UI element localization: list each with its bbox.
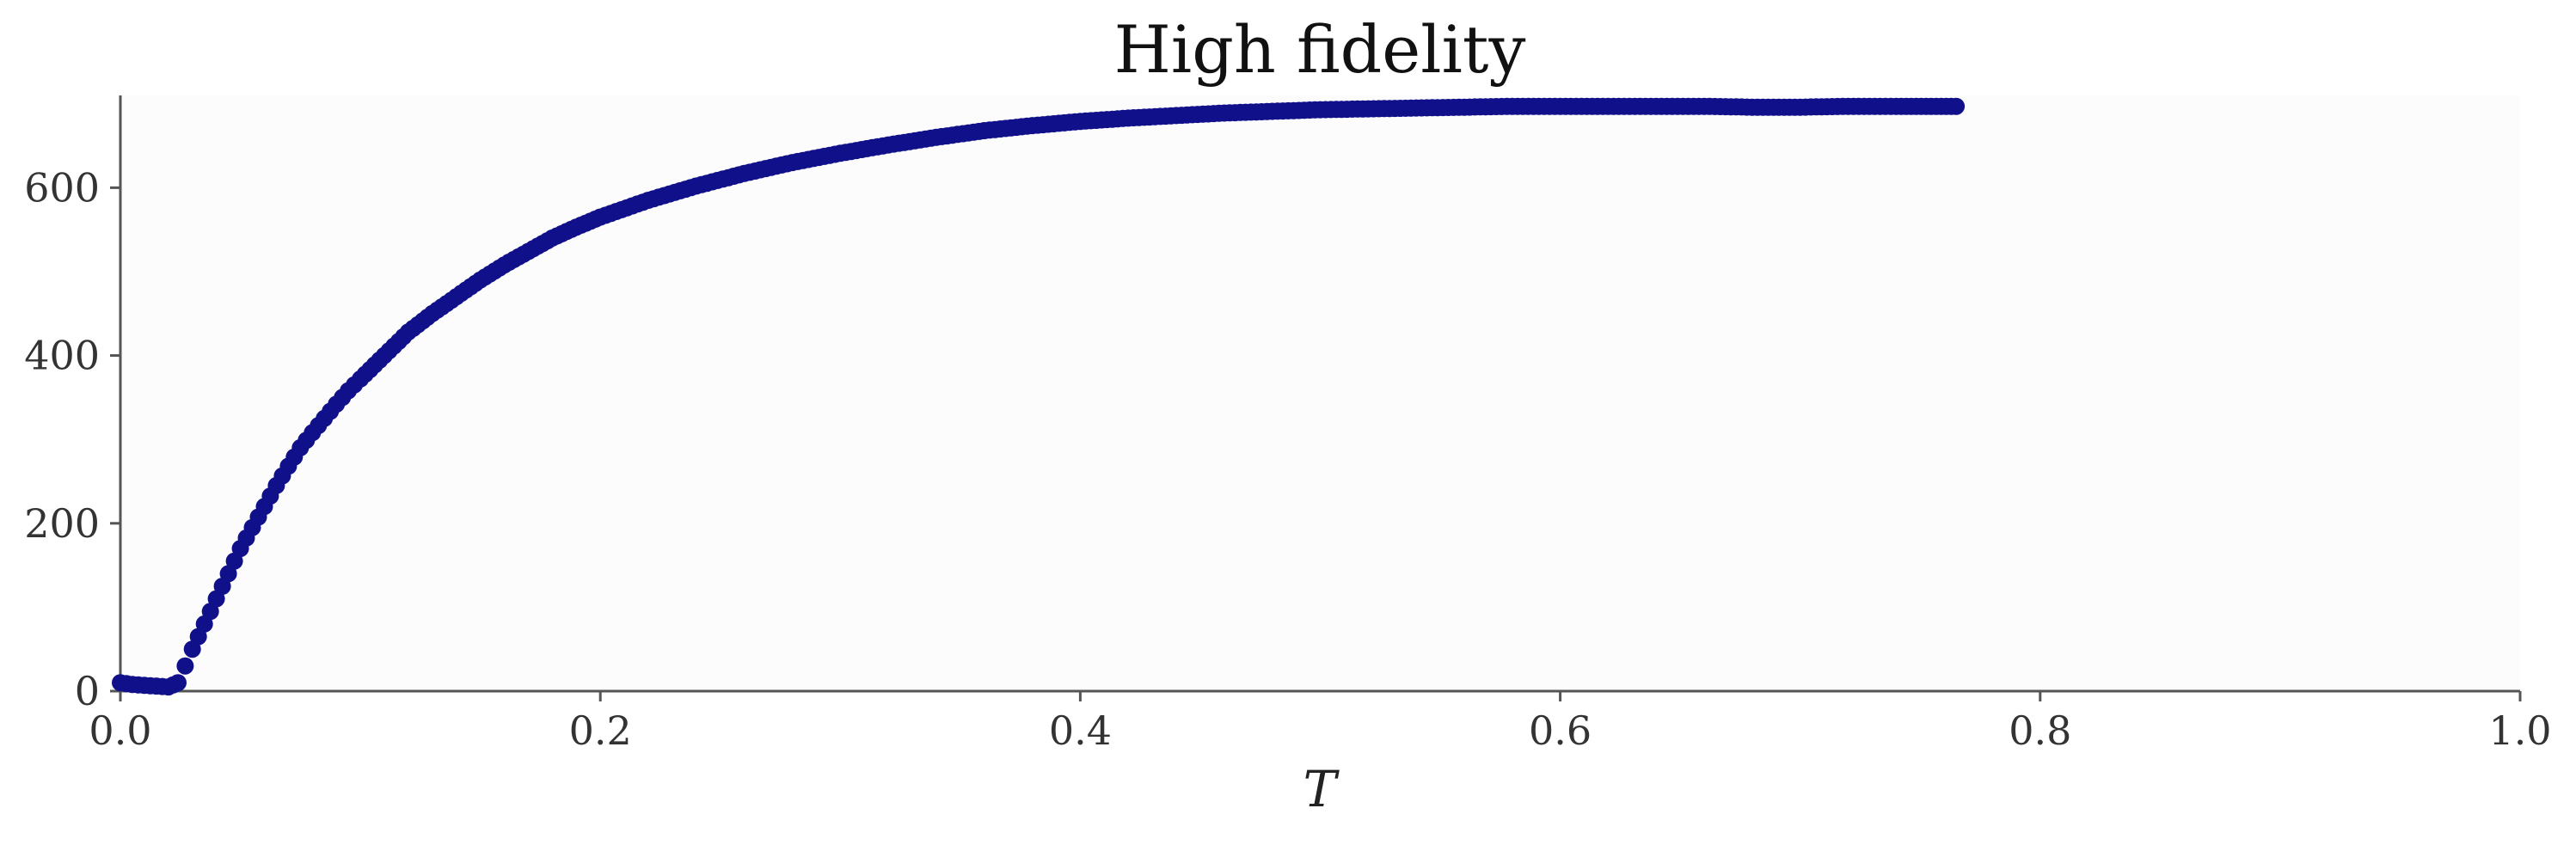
y-tick-label: 0: [75, 668, 100, 714]
x-tick-label: 0.8: [2009, 707, 2071, 754]
x-tick-label: 0.0: [89, 707, 151, 754]
y-tick-label: 400: [24, 333, 100, 379]
data-point: [169, 674, 187, 692]
x-tick-label: 0.6: [1529, 707, 1592, 754]
x-axis-label: T: [1303, 760, 1340, 818]
y-tick-label: 200: [24, 500, 100, 547]
data-point: [1947, 97, 1966, 115]
plot-area: [120, 95, 2520, 691]
chart-title: High fidelity: [1114, 11, 1526, 88]
x-tick-label: 0.2: [569, 707, 632, 754]
data-point: [176, 657, 194, 675]
data-points: [112, 97, 1966, 696]
y-tick-label: 600: [24, 164, 100, 211]
x-tick-label: 0.4: [1049, 707, 1112, 754]
x-axis-ticks: 0.0 0.2 0.4 0.6 0.8 1.0: [89, 691, 2552, 754]
x-tick-label: 1.0: [2488, 707, 2551, 754]
y-axis-ticks: 0 200 400 600: [24, 164, 120, 714]
